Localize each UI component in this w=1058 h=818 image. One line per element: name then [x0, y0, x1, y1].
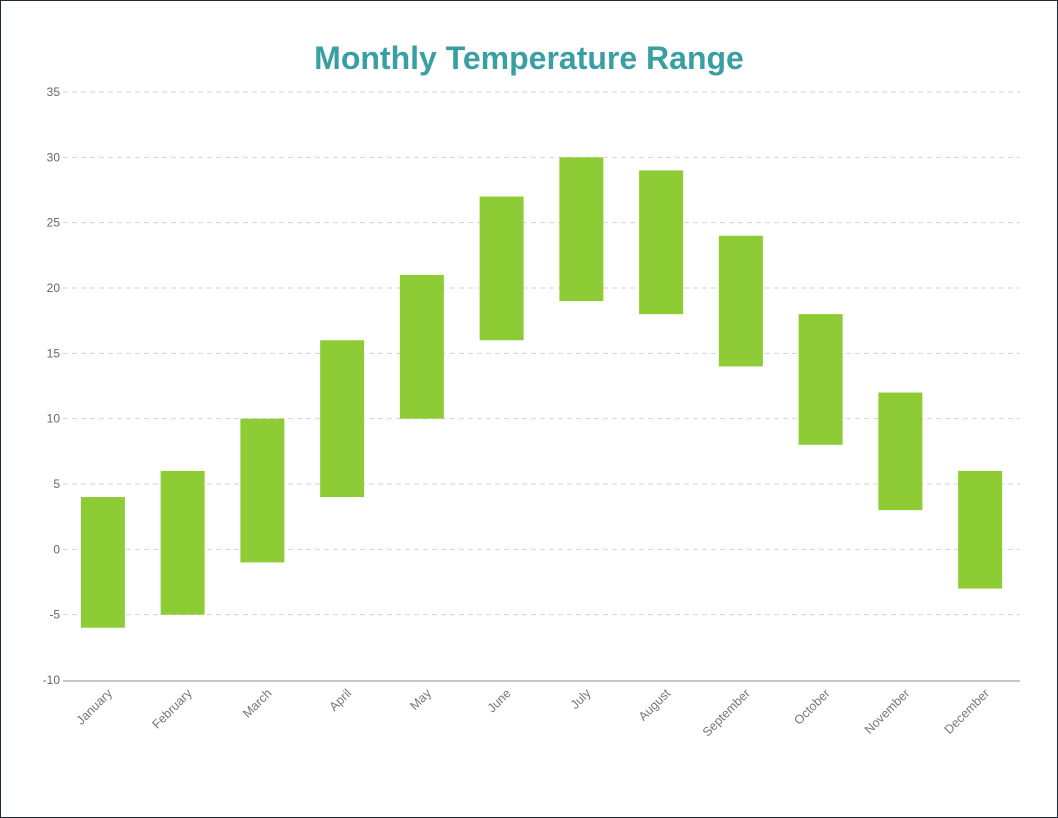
- x-axis-ticks: January February March April May June July Augu…: [74, 686, 993, 740]
- x-tick-label: June: [485, 686, 514, 715]
- x-tick-label: April: [327, 686, 355, 714]
- x-tick-label: October: [791, 686, 832, 727]
- x-tick-label: May: [407, 686, 434, 713]
- x-tick-label: August: [636, 686, 674, 724]
- grid-lines: [63, 91, 1020, 616]
- x-tick-label: March: [240, 686, 274, 720]
- x-tick-label: November: [862, 686, 913, 737]
- range-bar-july: [559, 157, 604, 302]
- range-bar-april: [320, 340, 365, 498]
- y-tick-label: 15: [47, 346, 61, 360]
- range-bar-june: [479, 196, 524, 341]
- y-axis-ticks: -10 -5 0 5 10 15 20 25 30 35: [43, 85, 61, 687]
- range-bar-january: [80, 497, 125, 628]
- y-tick-label: 30: [47, 150, 61, 164]
- range-bar-october: [798, 314, 843, 445]
- range-bar-december: [958, 470, 1003, 589]
- x-tick-label: February: [149, 686, 195, 732]
- y-tick-label: 20: [47, 281, 61, 295]
- x-tick-label: January: [74, 686, 116, 728]
- chart-title: Monthly Temperature Range: [314, 40, 744, 76]
- range-bar-november: [878, 392, 923, 511]
- range-bar-march: [240, 418, 285, 563]
- range-bar-august: [639, 170, 684, 315]
- range-bar-february: [160, 470, 205, 615]
- x-tick-label: September: [700, 686, 753, 739]
- x-tick-label: December: [942, 686, 993, 737]
- y-tick-label: 25: [47, 216, 61, 230]
- y-tick-label: 10: [47, 412, 61, 426]
- y-tick-label: 35: [47, 85, 61, 99]
- x-tick-label: July: [568, 686, 594, 712]
- y-tick-label: -10: [43, 673, 61, 687]
- y-tick-label: -5: [49, 608, 60, 622]
- range-bar-september: [718, 235, 763, 367]
- bars: [80, 157, 1003, 628]
- range-bar-may: [399, 274, 444, 419]
- y-tick-label: 5: [53, 477, 60, 491]
- y-tick-label: 0: [53, 542, 60, 556]
